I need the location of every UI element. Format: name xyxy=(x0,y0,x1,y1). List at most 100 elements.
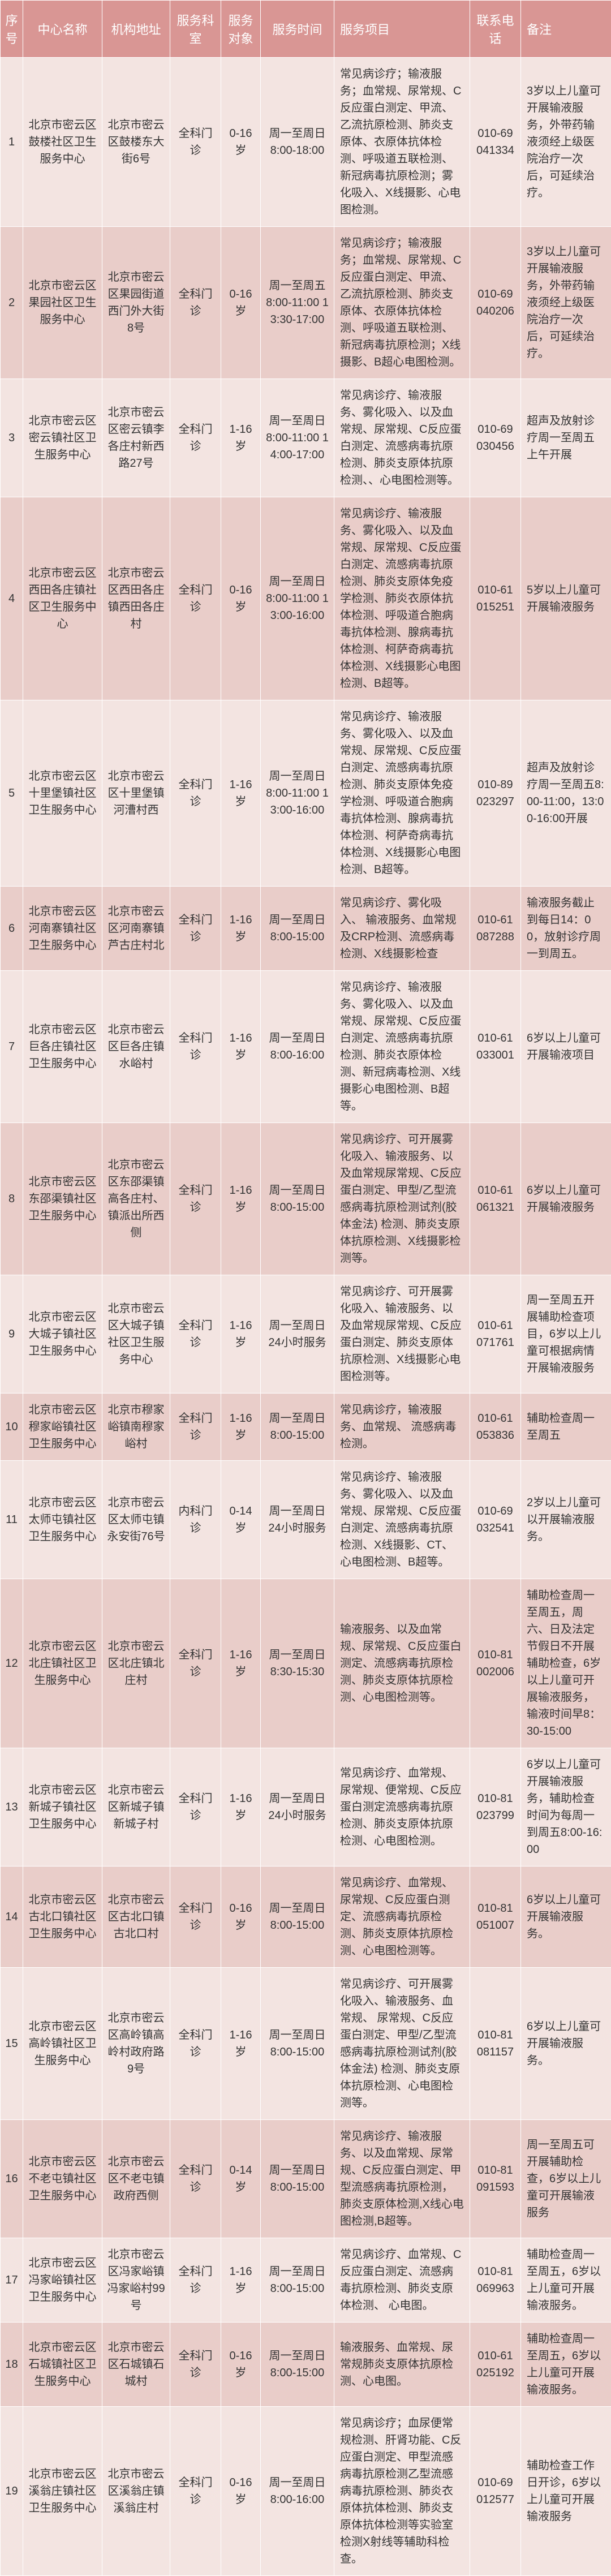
table-row: 12北京市密云区北庄镇社区卫生服务中心北京市密云区北庄镇北庄村全科门诊1-16岁… xyxy=(1,1579,611,1748)
cell-name: 北京市密云区巨各庄镇社区卫生服务中心 xyxy=(23,971,102,1123)
cell-age: 0-14岁 xyxy=(221,2120,261,2238)
cell-seq: 5 xyxy=(1,700,23,887)
cell-name: 北京市密云区东邵渠镇社区卫生服务中心 xyxy=(23,1123,102,1275)
cell-name: 北京市密云区石城镇社区卫生服务中心 xyxy=(23,2323,102,2407)
cell-time: 周一至周日 8:00-18:00 xyxy=(261,58,334,227)
table-row: 1北京市密云区鼓楼社区卫生服务中心北京市密云区鼓楼东大街6号全科门诊0-16岁周… xyxy=(1,58,611,227)
cell-phone: 010-81081157 xyxy=(470,1968,521,2120)
cell-addr: 北京市穆家峪镇南穆家峪村 xyxy=(102,1394,170,1461)
cell-phone: 010-81091593 xyxy=(470,2120,521,2238)
cell-addr: 北京市密云区古北口镇古北口村 xyxy=(102,1867,170,1968)
cell-time: 周一至周日 8:30-15:30 xyxy=(261,1579,334,1748)
cell-seq: 2 xyxy=(1,227,23,379)
cell-age: 1-16岁 xyxy=(221,1579,261,1748)
cell-addr: 北京市密云区十里堡镇河漕村西 xyxy=(102,700,170,887)
cell-note: 超声及放射诊疗周一至周五8:00-11:00，13:00-16:00开展 xyxy=(521,700,611,887)
cell-seq: 7 xyxy=(1,971,23,1123)
cell-dept: 全科门诊 xyxy=(170,2120,221,2238)
cell-addr: 北京市密云区不老屯镇政府西侧 xyxy=(102,2120,170,2238)
cell-phone: 010-61025192 xyxy=(470,2323,521,2407)
cell-addr: 北京市密云区河南寨镇芦古庄村北 xyxy=(102,887,170,971)
cell-time: 周一至周日 8:00-15:00 xyxy=(261,2238,334,2323)
cell-dept: 内科门诊 xyxy=(170,1461,221,1579)
table-row: 9北京市密云区大城子镇社区卫生服务中心北京市密云区大城子镇社区卫生服务中心全科门… xyxy=(1,1275,611,1394)
cell-time: 周一至周日 8:00-11:00 13:00-16:00 xyxy=(261,497,334,700)
cell-time: 周一至周日 24小时服务 xyxy=(261,1275,334,1394)
cell-age: 1-16岁 xyxy=(221,1748,261,1867)
cell-addr: 北京市密云区新城子镇新城子村 xyxy=(102,1748,170,1867)
cell-addr: 北京市密云区东邵渠镇高各庄村、镇派出所西侧 xyxy=(102,1123,170,1275)
cell-age: 0-14岁 xyxy=(221,1461,261,1579)
cell-name: 北京市密云区密云镇社区卫生服务中心 xyxy=(23,379,102,497)
table-body: 1北京市密云区鼓楼社区卫生服务中心北京市密云区鼓楼东大街6号全科门诊0-16岁周… xyxy=(1,58,611,2576)
cell-age: 1-16岁 xyxy=(221,1394,261,1461)
cell-seq: 4 xyxy=(1,497,23,700)
cell-svc: 常见病诊疗、可开展雾化吸入、输液服务、以及血常规尿常规、C反应蛋白测定、甲型/乙… xyxy=(334,1123,470,1275)
cell-phone: 010-69032541 xyxy=(470,1461,521,1579)
cell-dept: 全科门诊 xyxy=(170,1394,221,1461)
cell-time: 周一至周日 8:00-11:00 14:00-17:00 xyxy=(261,379,334,497)
cell-note: 6岁以上儿童可开展输液服务。 xyxy=(521,1867,611,1968)
cell-age: 1-16岁 xyxy=(221,700,261,887)
cell-seq: 14 xyxy=(1,1867,23,1968)
cell-svc: 常见病诊疗，输液服务、血常规、 流感病毒检测。 xyxy=(334,1394,470,1461)
cell-phone: 010-61033001 xyxy=(470,971,521,1123)
cell-phone: 010-81002006 xyxy=(470,1579,521,1748)
cell-seq: 15 xyxy=(1,1968,23,2120)
cell-seq: 10 xyxy=(1,1394,23,1461)
cell-name: 北京市密云区高岭镇社区卫生服务中心 xyxy=(23,1968,102,2120)
table-row: 15北京市密云区高岭镇社区卫生服务中心北京市密云区高岭镇高岭村政府路9号全科门诊… xyxy=(1,1968,611,2120)
cell-age: 0-16岁 xyxy=(221,497,261,700)
cell-seq: 3 xyxy=(1,379,23,497)
cell-phone: 010-69041334 xyxy=(470,58,521,227)
cell-age: 1-16岁 xyxy=(221,1275,261,1394)
cell-svc: 常见病诊疗、血常规、尿常规、C反应蛋白测定、流感病毒抗原检测、肺炎支原体抗原检测… xyxy=(334,1867,470,1968)
cell-addr: 北京市密云区石城镇石城村 xyxy=(102,2323,170,2407)
cell-phone: 010-61015251 xyxy=(470,497,521,700)
table-row: 16北京市密云区不老屯镇社区卫生服务中心北京市密云区不老屯镇政府西侧全科门诊0-… xyxy=(1,2120,611,2238)
cell-note: 3岁以上儿童可开展输液服务，外带药输液须经上级医院治疗一次后，可延续治疗。 xyxy=(521,227,611,379)
cell-name: 北京市密云区不老屯镇社区卫生服务中心 xyxy=(23,2120,102,2238)
col-header-seq: 序号 xyxy=(1,1,23,58)
cell-dept: 全科门诊 xyxy=(170,497,221,700)
cell-age: 0-16岁 xyxy=(221,58,261,227)
cell-time: 周一至周日 8:00-11:00 13:00-16:00 xyxy=(261,700,334,887)
cell-phone: 010-89023297 xyxy=(470,700,521,887)
cell-dept: 全科门诊 xyxy=(170,1867,221,1968)
cell-seq: 1 xyxy=(1,58,23,227)
cell-name: 北京市密云区十里堡镇社区卫生服务中心 xyxy=(23,700,102,887)
table-header: 序号中心名称机构地址服务科室服务对象服务时间服务项目联系电话备注 xyxy=(1,1,611,58)
cell-addr: 北京市密云区北庄镇北庄村 xyxy=(102,1579,170,1748)
cell-name: 北京市密云区冯家峪镇社区卫生服务中心 xyxy=(23,2238,102,2323)
cell-name: 北京市密云区鼓楼社区卫生服务中心 xyxy=(23,58,102,227)
cell-name: 北京市密云区河南寨镇社区卫生服务中心 xyxy=(23,887,102,971)
cell-addr: 北京市密云区果园街道西门外大街8号 xyxy=(102,227,170,379)
cell-dept: 全科门诊 xyxy=(170,379,221,497)
cell-svc: 常见病诊疗；血尿便常规检测、肝肾功能、C反应蛋白测定、甲型流感病毒抗原检测乙型流… xyxy=(334,2407,470,2576)
cell-name: 北京市密云区新城子镇社区卫生服务中心 xyxy=(23,1748,102,1867)
col-header-note: 备注 xyxy=(521,1,611,58)
cell-seq: 19 xyxy=(1,2407,23,2576)
cell-addr: 北京市密云区巨各庄镇水峪村 xyxy=(102,971,170,1123)
table-row: 14北京市密云区古北口镇社区卫生服务中心北京市密云区古北口镇古北口村全科门诊0-… xyxy=(1,1867,611,1968)
cell-dept: 全科门诊 xyxy=(170,2238,221,2323)
cell-time: 周一至周日 8:00-16:00 xyxy=(261,2407,334,2576)
cell-addr: 北京市密云区密云镇李各庄村新西路27号 xyxy=(102,379,170,497)
cell-addr: 北京市密云区大城子镇社区卫生服务中心 xyxy=(102,1275,170,1394)
cell-name: 北京市密云区西田各庄镇社区卫生服务中心 xyxy=(23,497,102,700)
cell-dept: 全科门诊 xyxy=(170,2323,221,2407)
cell-note: 辅助检查周一至周五 xyxy=(521,1394,611,1461)
cell-seq: 6 xyxy=(1,887,23,971)
cell-name: 北京市密云区古北口镇社区卫生服务中心 xyxy=(23,1867,102,1968)
table-row: 7北京市密云区巨各庄镇社区卫生服务中心北京市密云区巨各庄镇水峪村全科门诊1-16… xyxy=(1,971,611,1123)
cell-phone: 010-61061321 xyxy=(470,1123,521,1275)
cell-name: 北京市密云区大城子镇社区卫生服务中心 xyxy=(23,1275,102,1394)
cell-age: 1-16岁 xyxy=(221,379,261,497)
cell-time: 周一至周日 24小时服务 xyxy=(261,1461,334,1579)
col-header-dept: 服务科室 xyxy=(170,1,221,58)
cell-phone: 010-81023799 xyxy=(470,1748,521,1867)
cell-dept: 全科门诊 xyxy=(170,971,221,1123)
cell-svc: 输液服务、以及血常规、尿常规、C反应蛋白测定、流感病毒抗原检测、肺炎支原体抗原检… xyxy=(334,1579,470,1748)
cell-age: 0-16岁 xyxy=(221,2407,261,2576)
table-row: 6北京市密云区河南寨镇社区卫生服务中心北京市密云区河南寨镇芦古庄村北全科门诊1-… xyxy=(1,887,611,971)
